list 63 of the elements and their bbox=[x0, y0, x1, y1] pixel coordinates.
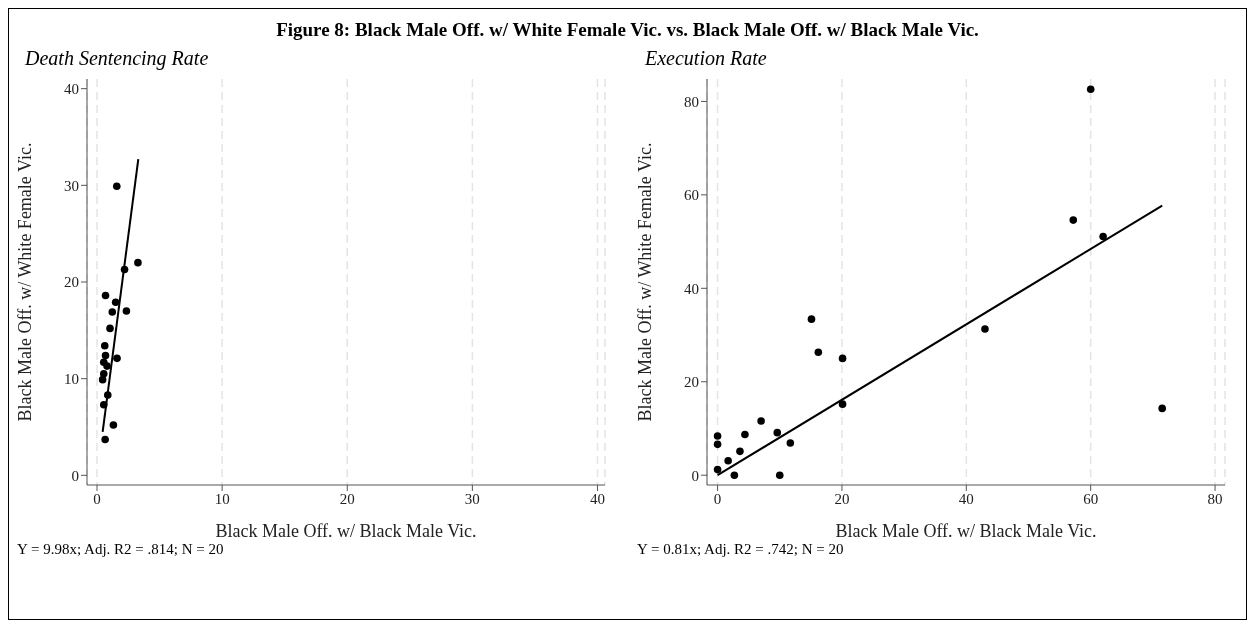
point bbox=[757, 417, 765, 425]
point bbox=[112, 182, 121, 191]
text: Y = 0.81x; Adj. R2 = .742; N = 20 bbox=[637, 541, 845, 558]
point bbox=[109, 421, 118, 429]
point bbox=[814, 348, 823, 357]
point bbox=[713, 465, 722, 474]
text: Y = 9.98x; Adj. R2 = .814; N = 20 bbox=[17, 541, 225, 558]
y-tick-label: 60 bbox=[684, 187, 699, 204]
y-tick-label: 10 bbox=[64, 370, 79, 387]
point bbox=[773, 428, 782, 437]
y-tick-label: 0 bbox=[691, 467, 699, 484]
y-tick-label: 40 bbox=[684, 280, 699, 297]
x-tick-label: 0 bbox=[93, 490, 101, 507]
y-axis-title: Black Male Off. w/ White Female Vic. bbox=[635, 142, 656, 422]
point bbox=[713, 432, 722, 440]
y-tick-label: 30 bbox=[64, 177, 79, 194]
x-tick-label: 10 bbox=[214, 490, 230, 507]
point bbox=[1158, 404, 1166, 413]
x-tick-label: 80 bbox=[1207, 490, 1223, 507]
x-tick-label: 40 bbox=[589, 490, 605, 507]
point bbox=[1069, 216, 1078, 224]
point bbox=[101, 351, 110, 360]
point bbox=[98, 375, 107, 384]
y-tick-label: 20 bbox=[64, 274, 79, 291]
point bbox=[838, 354, 847, 363]
x-tick-label: 30 bbox=[464, 490, 480, 507]
point bbox=[108, 308, 117, 316]
x-tick-label: 60 bbox=[1083, 490, 1099, 507]
x-axis-title: Black Male Off. w/ Black Male Vic. bbox=[215, 521, 477, 541]
point bbox=[1086, 85, 1095, 94]
x-tick-label: 20 bbox=[339, 490, 355, 507]
point bbox=[101, 435, 109, 444]
point bbox=[786, 439, 795, 447]
x-axis-title: Black Male Off. w/ Black Male Vic. bbox=[835, 521, 1097, 541]
point bbox=[1099, 232, 1107, 241]
point bbox=[122, 307, 131, 315]
chart-subtitle: Execution Rate bbox=[645, 47, 768, 71]
point bbox=[838, 400, 847, 408]
point bbox=[106, 324, 114, 333]
point bbox=[981, 325, 989, 333]
point bbox=[807, 315, 816, 323]
point bbox=[775, 471, 784, 479]
y-tick-label: 80 bbox=[684, 93, 699, 110]
point bbox=[724, 456, 732, 465]
y-tick-label: 20 bbox=[684, 374, 699, 391]
point bbox=[741, 430, 749, 439]
point bbox=[713, 440, 722, 449]
x-tick-label: 0 bbox=[713, 490, 722, 507]
chart-subtitle: Death Sentencing Rate bbox=[25, 47, 210, 71]
point bbox=[736, 447, 744, 456]
point bbox=[103, 362, 111, 370]
x-tick-label: 40 bbox=[958, 490, 974, 507]
point bbox=[101, 291, 110, 300]
point bbox=[100, 342, 109, 350]
x-tick-label: 20 bbox=[834, 490, 850, 507]
y-tick-label: 0 bbox=[71, 467, 79, 484]
point bbox=[113, 354, 121, 363]
chart-title: Figure 8: Black Male Off. w/ White Female Vic. vs. Black Male Off. w/ Black Male Vic. bbox=[275, 19, 980, 41]
point bbox=[730, 471, 739, 479]
point bbox=[134, 258, 142, 267]
point bbox=[111, 298, 120, 307]
y-tick-label: 40 bbox=[64, 80, 79, 97]
y-axis-title: Black Male Off. w/ White Female Vic. bbox=[15, 142, 36, 422]
